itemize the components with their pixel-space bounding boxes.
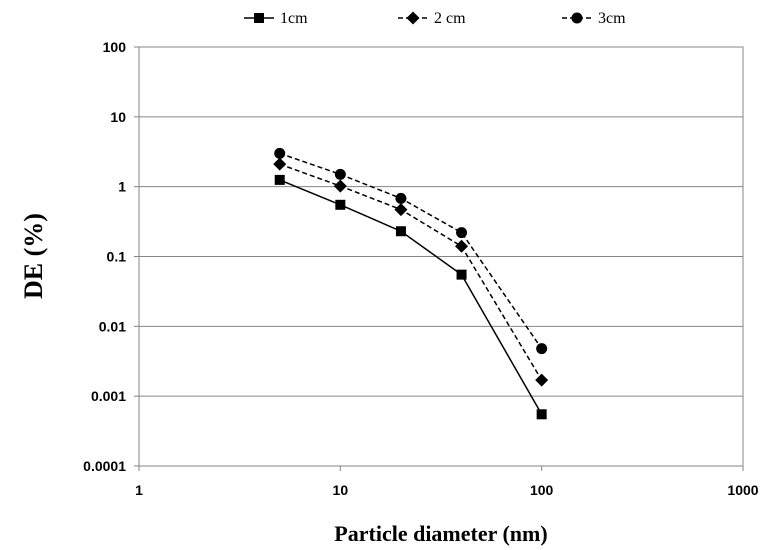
y-axis-title: DE (%) (19, 213, 48, 299)
data-point (273, 157, 287, 171)
x-tick-label: 100 (530, 482, 554, 498)
legend-item-2cm: 2 cm (398, 10, 466, 27)
y-tick-label: 0.01 (99, 318, 126, 334)
data-point (455, 239, 469, 253)
data-point (274, 174, 285, 185)
data-point (395, 192, 407, 204)
x-tick-label: 10 (333, 482, 349, 498)
legend-marker (571, 12, 583, 24)
y-axis-ticks: 100 10 1 0.1 0.01 0.001 0.0001 (83, 39, 139, 474)
y-tick-label: 0.1 (107, 249, 127, 265)
data-point (536, 343, 548, 355)
y-tick-label: 0.0001 (83, 458, 126, 474)
data-point (456, 269, 467, 280)
data-point (395, 226, 406, 237)
x-tick-label: 1000 (727, 482, 758, 498)
x-axis-ticks: 1 10 100 1000 (135, 466, 759, 498)
legend-item-3cm: 3cm (562, 10, 626, 27)
x-tick-label: 1 (135, 482, 143, 498)
data-point (334, 168, 346, 180)
data-point (394, 203, 408, 217)
data-point (456, 227, 468, 239)
y-tick-label: 1 (118, 179, 126, 195)
y-tick-label: 0.001 (91, 388, 126, 404)
legend-label: 2 cm (434, 10, 466, 27)
series-layer (273, 147, 549, 420)
legend: 1cm 2 cm 3cm (244, 10, 626, 27)
series-3cm (274, 147, 548, 355)
data-point (335, 199, 346, 210)
data-point (274, 147, 286, 159)
legend-label: 1cm (280, 10, 308, 27)
y-tick-label: 100 (103, 39, 127, 55)
data-point (536, 409, 547, 420)
data-point (333, 179, 347, 193)
x-axis-title: Particle diameter (nm) (334, 521, 547, 546)
legend-marker (254, 13, 264, 23)
series-2cm (273, 157, 549, 387)
legend-label: 3cm (598, 10, 626, 27)
data-point (535, 373, 549, 387)
legend-marker (406, 11, 420, 25)
gridlines (139, 116, 743, 397)
legend-item-1cm: 1cm (244, 10, 308, 27)
series-1cm (274, 174, 547, 420)
y-tick-label: 10 (110, 109, 126, 125)
